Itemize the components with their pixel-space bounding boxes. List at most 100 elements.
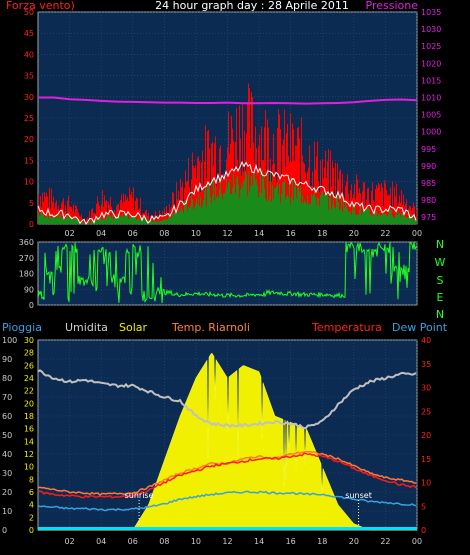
temperatura-legend-label: Temperatura (311, 321, 382, 334)
dir-label-e: E (437, 291, 444, 304)
wind-y-tick-label: 15 (24, 156, 34, 165)
solar-y-tick-label: 26 (24, 361, 34, 370)
humidity-y-tick-label: 10 (2, 507, 12, 516)
humidity-y-tick-label: 40 (2, 450, 12, 459)
temp-y-tick-label: 25 (421, 407, 431, 416)
pressure-y-tick-label: 1025 (421, 42, 441, 51)
temp-x-tick-label: 00 (412, 537, 422, 546)
wind-y-tick-label: 5 (29, 199, 34, 208)
solar-y-tick-label: 22 (24, 387, 34, 396)
dir-label-s: S (437, 274, 444, 287)
pressure-y-tick-label: 985 (421, 179, 436, 188)
sunrise-label: sunrise (125, 491, 154, 500)
sunset-label: sunset (345, 491, 372, 500)
dewpoint-line (37, 490, 417, 512)
humidity-y-tick-label: 100 (2, 336, 17, 345)
temp-y-tick-label: 40 (421, 336, 431, 345)
wind-legend-label: Forza vento) (6, 0, 75, 12)
wind-speed-line (37, 160, 417, 225)
solar-y-tick-label: 0 (29, 526, 34, 535)
temp-y-tick-label: 20 (421, 431, 431, 440)
pressure-y-tick-label: 1030 (421, 25, 441, 34)
wind-y-tick-label: 0 (29, 220, 34, 229)
humidity-y-tick-label: 80 (2, 374, 12, 383)
wind-x-tick-label: 18 (317, 229, 327, 238)
wind-y-tick-label: 25 (24, 114, 34, 123)
temp-x-tick-label: 04 (96, 537, 106, 546)
solar-y-tick-label: 8 (29, 475, 34, 484)
pressure-y-tick-label: 1005 (421, 111, 441, 120)
pressure-y-tick-label: 980 (421, 196, 436, 205)
pressure-y-tick-label: 1010 (421, 93, 441, 102)
dir-label-n-top: N (436, 238, 444, 251)
dir-label-n-bottom: N (436, 308, 444, 321)
temp-x-tick-label: 08 (159, 537, 169, 546)
solar-y-tick-label: 18 (24, 412, 34, 421)
temp-x-tick-label: 16 (286, 537, 296, 546)
temp-x-tick-label: 14 (254, 537, 264, 546)
dir-y-tick-label: 180 (19, 270, 34, 279)
temp-y-tick-label: 35 (421, 360, 431, 369)
pressure-legend-label: Pressione (366, 0, 419, 12)
wind-y-tick-label: 45 (24, 29, 34, 38)
graph-title: 24 hour graph day : 28 Aprile 2011 (155, 0, 349, 12)
pressure-y-tick-label: 990 (421, 162, 436, 171)
wind-y-tick-label: 30 (24, 93, 34, 102)
pressure-y-tick-label: 1035 (421, 8, 441, 17)
chart-marks: 0510152025303540455097598098599099510001… (2, 8, 441, 546)
humidity-line (37, 369, 417, 430)
pressure-y-tick-label: 1020 (421, 59, 441, 68)
wind-y-tick-label: 50 (24, 8, 34, 17)
humidity-y-tick-label: 50 (2, 431, 12, 440)
wind-x-tick-label: 02 (64, 229, 74, 238)
solar-y-tick-label: 28 (24, 349, 34, 358)
wind-x-tick-label: 04 (96, 229, 106, 238)
humidity-y-tick-label: 0 (2, 526, 7, 535)
temp-ri-legend-label: Temp. Riarnoli (171, 321, 250, 334)
dir-label-w: W (435, 256, 446, 269)
humidity-y-tick-label: 20 (2, 488, 12, 497)
temp-y-tick-label: 15 (421, 455, 431, 464)
humidity-legend-label: Umidita (65, 321, 108, 334)
wind-x-tick-label: 12 (222, 229, 232, 238)
rain-legend-label: Pioggia (2, 321, 42, 334)
humidity-y-tick-label: 60 (2, 412, 12, 421)
solar-y-tick-label: 10 (24, 463, 34, 472)
wind-y-tick-label: 20 (24, 135, 34, 144)
temp-y-tick-label: 0 (421, 526, 426, 535)
pressure-y-tick-label: 1015 (421, 76, 441, 85)
dewpoint-legend-label: Dew Point (392, 321, 448, 334)
wind-x-tick-label: 06 (128, 229, 138, 238)
dir-y-tick-label: 0 (29, 301, 34, 310)
temp-x-tick-label: 20 (349, 537, 359, 546)
temperatura-line (37, 452, 417, 499)
solar-legend-label: Solar (119, 321, 148, 334)
wind-x-tick-label: 20 (349, 229, 359, 238)
solar-y-tick-label: 12 (24, 450, 34, 459)
wind-x-tick-label: 14 (254, 229, 264, 238)
pressure-y-tick-label: 975 (421, 213, 436, 222)
dir-y-tick-label: 360 (19, 238, 34, 247)
temp-x-tick-label: 18 (317, 537, 327, 546)
solar-y-tick-label: 30 (24, 336, 34, 345)
temp-x-tick-label: 06 (128, 537, 138, 546)
wind-x-tick-label: 16 (286, 229, 296, 238)
temp-y-tick-label: 30 (421, 384, 431, 393)
solar-y-tick-label: 6 (29, 488, 34, 497)
temp-y-tick-label: 5 (421, 502, 426, 511)
solar-y-tick-label: 14 (24, 437, 34, 446)
temp-x-tick-label: 22 (380, 537, 390, 546)
humidity-y-tick-label: 90 (2, 355, 12, 364)
wind-x-tick-label: 08 (159, 229, 169, 238)
humidity-y-tick-label: 30 (2, 469, 12, 478)
temp-ri-line (37, 450, 417, 497)
wind-direction-line (37, 241, 418, 304)
solar-y-tick-label: 2 (29, 513, 34, 522)
dir-y-tick-label: 90 (24, 285, 34, 294)
dir-y-tick-label: 270 (19, 254, 34, 263)
wind-y-tick-label: 40 (24, 50, 34, 59)
wind-y-tick-label: 10 (24, 178, 34, 187)
solar-y-tick-label: 16 (24, 425, 34, 434)
